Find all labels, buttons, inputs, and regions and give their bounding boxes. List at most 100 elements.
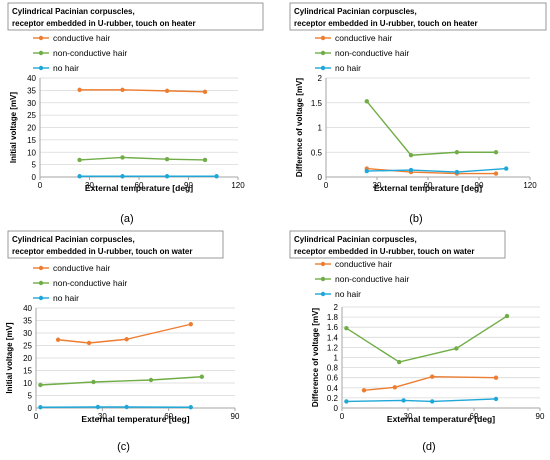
x-tick-label: 60: [470, 412, 479, 421]
data-point: [493, 396, 499, 402]
data-point: [188, 405, 193, 410]
chart-title-line: Cylindrical Pacinian corpuscles,: [294, 235, 417, 244]
legend-label: conductive hair: [335, 33, 392, 43]
data-point: [454, 346, 459, 351]
data-point: [430, 374, 435, 379]
x-tick-label: 30: [85, 181, 94, 190]
x-tick-label: 30: [98, 412, 107, 421]
chart-panel-d: Cylindrical Pacinian corpuscles, receptor…: [289, 230, 545, 453]
legend-label: non-conductive hair: [53, 278, 127, 288]
y-tick-label: 40: [27, 74, 36, 83]
y-tick-label: 1.2: [327, 343, 339, 352]
data-point: [77, 157, 82, 163]
x-tick-label: 30: [404, 412, 413, 421]
data-point: [120, 87, 125, 93]
y-tick-label: 1: [318, 124, 323, 133]
chart-title-line: Cylindrical Pacinian corpuscles,: [294, 7, 417, 16]
y-tick-label: 1.6: [327, 323, 339, 332]
x-tick-label: 60: [164, 412, 173, 421]
legend-marker: [320, 261, 326, 267]
data-point: [408, 167, 414, 173]
data-point: [38, 405, 43, 410]
chart-title-box: [7, 2, 264, 31]
chart-title-line: Cylindrical Pacinian corpuscles,: [12, 7, 135, 16]
data-point: [77, 174, 82, 179]
data-point: [493, 171, 499, 176]
x-tick-label: 0: [38, 181, 43, 190]
y-tick-label: 2: [318, 74, 323, 83]
y-tick-label: 20: [27, 124, 36, 133]
x-axis-label: External temperature [deg]: [374, 183, 482, 193]
legend-marker: [320, 50, 326, 56]
y-tick-label: 40: [23, 304, 32, 313]
data-point: [202, 157, 208, 163]
y-tick-label: 0.8: [327, 364, 339, 373]
y-tick-label: 5: [28, 392, 33, 401]
chart-panel-a: Cylindrical Pacinian corpuscles, receptor…: [7, 2, 264, 225]
y-tick-label: 25: [27, 111, 36, 120]
series-line: [346, 398, 497, 403]
data-point: [454, 169, 460, 175]
y-tick-label: 15: [23, 367, 32, 376]
y-tick-label: 35: [27, 86, 36, 95]
data-point: [188, 322, 193, 327]
y-tick-label: 35: [23, 317, 32, 326]
y-tick-label: 0: [28, 404, 33, 413]
data-point: [401, 398, 406, 403]
data-point: [124, 404, 129, 410]
data-point: [199, 374, 205, 379]
panel-label: (a): [120, 213, 133, 225]
legend-label: no hair: [53, 293, 79, 303]
legend-label: non-conductive hair: [53, 48, 127, 58]
x-tick-label: 0: [324, 181, 329, 190]
y-tick-label: 30: [23, 329, 32, 338]
legend-marker: [320, 276, 326, 282]
series-line: [363, 375, 497, 392]
data-point: [344, 399, 349, 404]
legend-marker: [38, 280, 44, 286]
y-tick-label: 30: [27, 99, 36, 108]
x-tick-label: 90: [231, 412, 240, 421]
y-tick-label: 1: [334, 354, 339, 363]
y-axis-label: Difference of voltage [mV]: [311, 308, 320, 407]
legend-label: no hair: [335, 289, 361, 299]
series-line: [40, 376, 202, 386]
data-point: [164, 156, 170, 162]
series-line: [79, 89, 206, 93]
y-tick-label: 0: [318, 173, 323, 182]
chart-panel-b: Cylindrical Pacinian corpuscles, receptor…: [289, 2, 547, 225]
y-tick-label: 0: [32, 173, 37, 182]
legend-marker: [320, 65, 326, 71]
chart-title-line: receptor embedded in U-rubber, touch on …: [12, 19, 196, 28]
y-axis-label: Initial voltage [mV]: [9, 92, 18, 163]
data-point: [77, 87, 82, 93]
data-point: [408, 153, 414, 158]
legend-label: no hair: [335, 63, 361, 73]
legend-label: conductive hair: [53, 33, 110, 43]
y-tick-label: 0.2: [327, 394, 339, 403]
y-tick-label: 0: [334, 404, 339, 413]
data-point: [164, 88, 170, 94]
chart-title-line: receptor embedded in U-rubber, touch on …: [12, 247, 192, 256]
y-tick-label: 5: [32, 161, 37, 170]
data-point: [493, 375, 499, 380]
y-tick-label: 0.4: [327, 384, 339, 393]
legend-label: non-conductive hair: [335, 274, 409, 284]
data-point: [364, 99, 369, 104]
legend-label: conductive hair: [53, 263, 110, 273]
data-point: [392, 385, 397, 390]
data-point: [493, 150, 499, 155]
x-tick-label: 60: [135, 181, 144, 190]
data-point: [91, 379, 96, 385]
y-axis-label: Difference of voltage [mV]: [295, 78, 304, 177]
legend-marker: [38, 295, 44, 301]
y-tick-label: 0.6: [327, 374, 339, 383]
y-axis-label: Initial voltage [mV]: [5, 322, 14, 393]
y-tick-label: 2: [334, 303, 339, 312]
panel-label: (c): [117, 441, 130, 453]
data-point: [38, 382, 43, 388]
y-tick-label: 15: [27, 136, 36, 145]
data-point: [361, 388, 367, 393]
y-tick-label: 1.5: [311, 99, 323, 108]
